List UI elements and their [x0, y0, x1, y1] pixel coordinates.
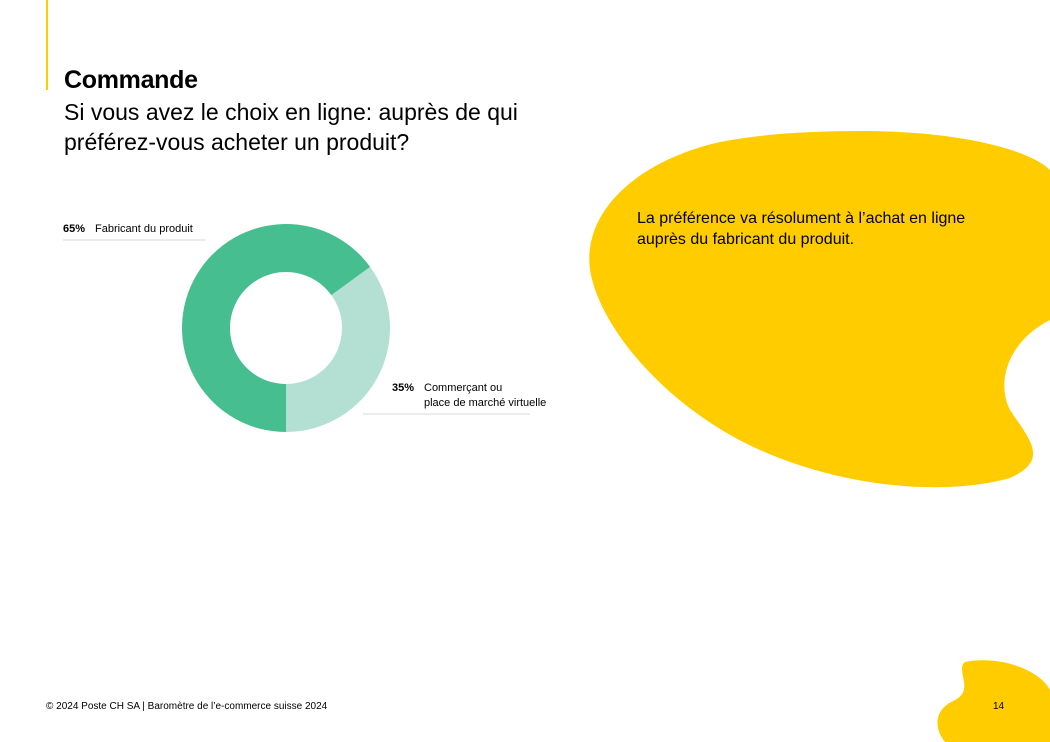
- page-subtitle: Si vous avez le choix en ligne: auprès d…: [64, 99, 518, 155]
- callout-text: La préférence va résolument à l’achat en…: [637, 210, 966, 248]
- accent-bar: [46, 0, 48, 90]
- slice-value-label: 35%: [392, 382, 414, 394]
- slice-value-label: 65%: [63, 223, 85, 235]
- footer-copyright: © 2024 Poste CH SA | Baromètre de l’e-co…: [46, 701, 328, 712]
- slice-label-manufacturer: 65% Fabricant du produit: [63, 223, 206, 241]
- slice-label-retailer: 35% Commerçant ou place de marché virtuell…: [363, 382, 546, 415]
- page-number: 14: [993, 701, 1005, 712]
- donut-slice-manufacturer: [181, 224, 371, 432]
- slice-category-label: place de marché virtuelle: [424, 397, 546, 409]
- donut-slice-retailer: [286, 266, 390, 432]
- slice-category-label: Fabricant du produit: [95, 223, 193, 235]
- page-title: Commande: [64, 66, 198, 94]
- callout-background-blob: [589, 131, 1050, 488]
- footer-corner-blob: [937, 660, 1050, 742]
- slice-category-label: Commerçant ou: [424, 382, 502, 394]
